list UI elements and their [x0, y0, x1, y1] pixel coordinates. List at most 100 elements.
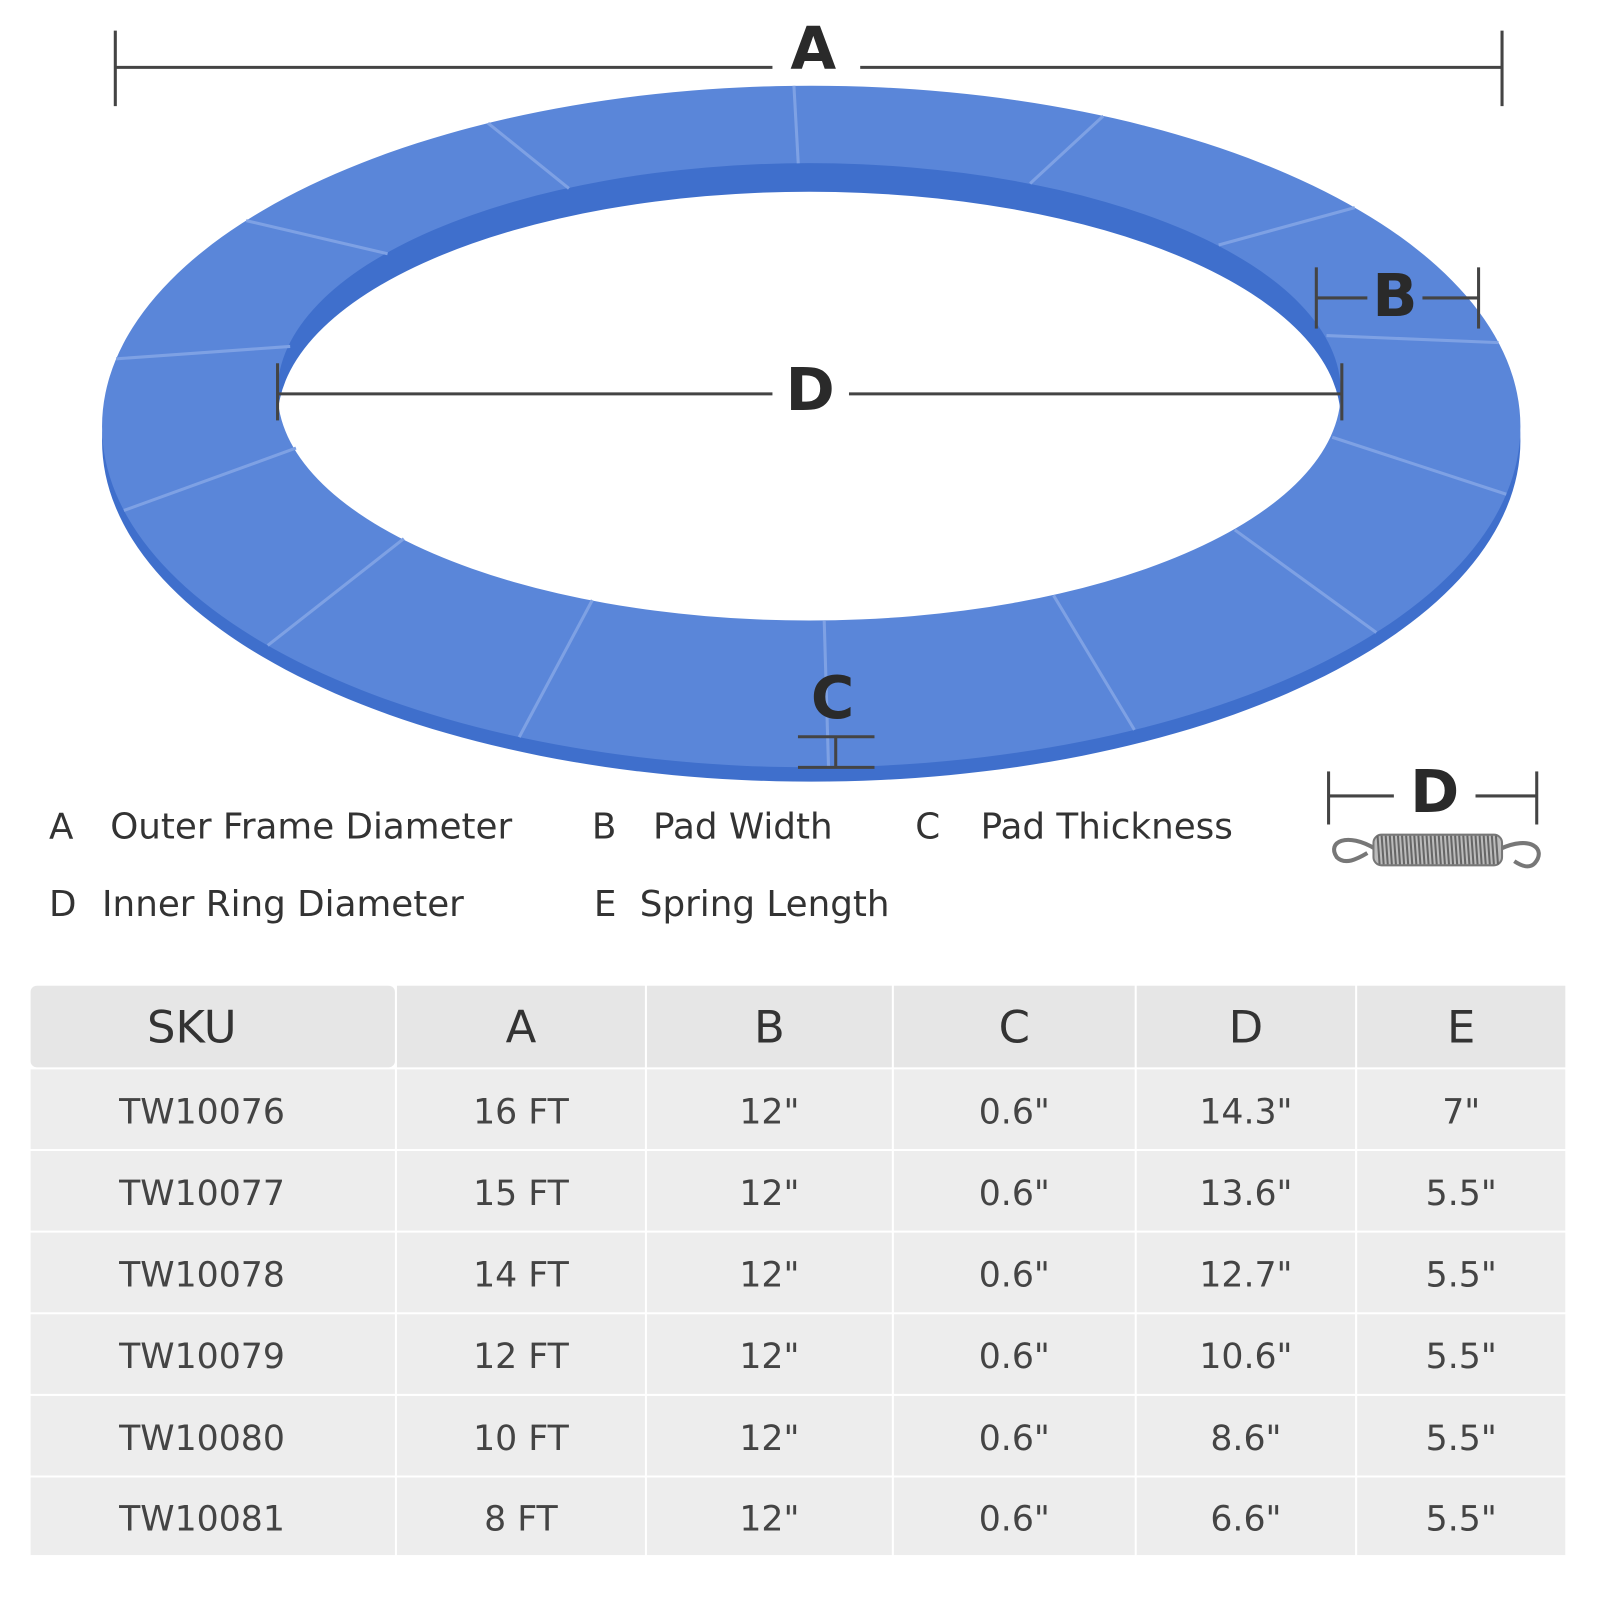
cell-text: 12.7" [1199, 1256, 1292, 1296]
table-cell [1136, 1232, 1356, 1313]
label-outer: A [790, 14, 836, 83]
header-cell [1136, 985, 1356, 1068]
table-cell [396, 1232, 645, 1313]
legend: A Outer Frame Diameter B Pad Width C Pad Thic… [49, 807, 1233, 926]
legend-text: Pad Thickness [981, 807, 1233, 848]
table-cell [30, 1314, 395, 1394]
cell-text: 0.6" [979, 1419, 1050, 1459]
table-cell [30, 1477, 395, 1556]
header-text: SKU [147, 1001, 237, 1054]
cell-text: 8.6" [1210, 1419, 1281, 1459]
pad-seam [1233, 528, 1378, 634]
table-cell [893, 1232, 1135, 1313]
cell-text: 12 FT [473, 1337, 570, 1377]
legend-letter: D [49, 884, 77, 925]
cell-text: 13.6" [1199, 1174, 1292, 1214]
cell-text: TW10078 [118, 1256, 285, 1296]
pad-seam [1218, 206, 1356, 247]
cell-text: 15 FT [473, 1174, 570, 1214]
pad-seam [123, 446, 297, 512]
header-cell [30, 985, 395, 1068]
spring [1332, 833, 1541, 869]
header-text: A [506, 1001, 537, 1054]
table-cell [1136, 1395, 1356, 1476]
cell-text: 0.6" [979, 1092, 1050, 1132]
cell-text: TW10076 [118, 1092, 285, 1132]
table-cell [1357, 1151, 1566, 1231]
cell-text: TW10077 [118, 1174, 285, 1214]
table-cell [646, 1151, 892, 1231]
table-cell [646, 1395, 892, 1476]
table-cell [1357, 1395, 1566, 1476]
cell-text: 6.6" [1210, 1499, 1281, 1539]
table-cell [893, 1477, 1135, 1556]
legend-text: Pad Width [653, 807, 833, 848]
legend-text: Spring Length [640, 884, 890, 925]
cell-text: 0.6" [979, 1337, 1050, 1377]
header-text: C [999, 1001, 1030, 1054]
pad-ring [102, 85, 1521, 782]
cell-text: 5.5" [1426, 1337, 1497, 1377]
pad-seam [487, 121, 570, 190]
table-cell [893, 1314, 1135, 1394]
table-cell [30, 1151, 395, 1231]
cell-text: 12" [739, 1499, 799, 1539]
cell-text: 12" [739, 1337, 799, 1377]
cell-text: 14 FT [473, 1256, 570, 1296]
table-cell [396, 1069, 645, 1149]
legend-text: Inner Ring Diameter [102, 884, 464, 925]
label-spring: D [1410, 757, 1459, 826]
label-width: B [1372, 261, 1417, 330]
pad-seam [822, 620, 831, 768]
table-cell [1136, 1151, 1356, 1231]
table-cell [646, 1069, 892, 1149]
pad-seam [245, 219, 388, 256]
cell-text: 0.6" [979, 1499, 1050, 1539]
legend-letter: A [49, 807, 74, 848]
table-cell [396, 1151, 645, 1231]
header-cell [646, 985, 892, 1068]
label-thickness: C [811, 663, 854, 732]
cell-text: 16 FT [473, 1092, 570, 1132]
pad-seam [1052, 594, 1136, 731]
dimension-lines [113, 30, 1539, 825]
pad-seam [1029, 114, 1105, 185]
header-cell [396, 985, 645, 1068]
cell-text: 5.5" [1426, 1499, 1497, 1539]
pad-seam [266, 537, 405, 647]
pad-seam [792, 85, 800, 164]
cell-text: 0.6" [979, 1256, 1050, 1296]
table-cell [646, 1232, 892, 1313]
cell-text: 8 FT [484, 1499, 558, 1539]
cell-text: 12" [739, 1174, 799, 1214]
cell-text: 12" [739, 1092, 799, 1132]
pad-seam [116, 344, 291, 361]
table-cell [646, 1477, 892, 1556]
table-cell [30, 1395, 395, 1476]
table-cell [30, 1069, 395, 1149]
table-cell [1357, 1314, 1566, 1394]
table-cell [893, 1395, 1135, 1476]
legend-letter: E [594, 884, 617, 925]
legend-text: Outer Frame Diameter [110, 807, 512, 848]
cell-text: 0.6" [979, 1174, 1050, 1214]
table-cell [1357, 1069, 1566, 1149]
table-cell [396, 1395, 645, 1476]
header-cell [1357, 985, 1566, 1068]
cell-text: 10 FT [473, 1419, 570, 1459]
table-cell [1136, 1477, 1356, 1556]
header-cell [893, 985, 1135, 1068]
pad-seam [1331, 435, 1507, 496]
table-cell [1136, 1069, 1356, 1149]
cell-text: TW10079 [118, 1337, 285, 1377]
table-cell [1357, 1477, 1566, 1556]
table-cell [893, 1151, 1135, 1231]
cell-text: 5.5" [1426, 1256, 1497, 1296]
table-cell [1136, 1314, 1356, 1394]
cell-text: 5.5" [1426, 1174, 1497, 1214]
cell-text: 12" [739, 1256, 799, 1296]
cell-text: TW10081 [118, 1499, 285, 1539]
cell-text: 14.3" [1199, 1092, 1292, 1132]
table-cell [1357, 1232, 1566, 1313]
